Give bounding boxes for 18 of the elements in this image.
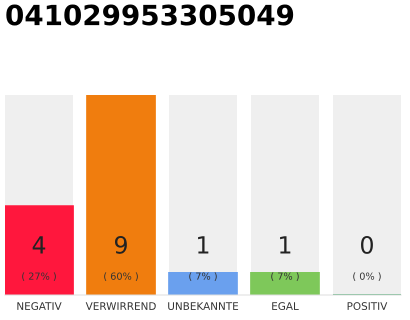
data-label: 9 (114, 236, 127, 254)
x-tick-label: EGAL (272, 302, 299, 310)
x-tick-label: POSITIV (348, 302, 388, 310)
x-tick-label: UNBEKANNTE (168, 302, 238, 310)
data-label: 1 (280, 236, 290, 254)
data-label: 1 (198, 236, 208, 254)
annotation: ( 7% ) (271, 272, 299, 281)
x-tick-label: VERWIRREND (86, 302, 156, 310)
chart-title: 041029953305049 (6, 4, 294, 26)
data-label: 0 (361, 236, 373, 254)
bar (250, 272, 320, 295)
x-tick-label: NEGATIV (17, 302, 62, 310)
data-label: 4 (32, 236, 46, 254)
bar (168, 272, 238, 295)
annotation: ( 27% ) (22, 272, 56, 281)
annotation: ( 0% ) (353, 272, 381, 281)
annotation: ( 7% ) (189, 272, 217, 281)
annotation: ( 60% ) (104, 272, 138, 281)
